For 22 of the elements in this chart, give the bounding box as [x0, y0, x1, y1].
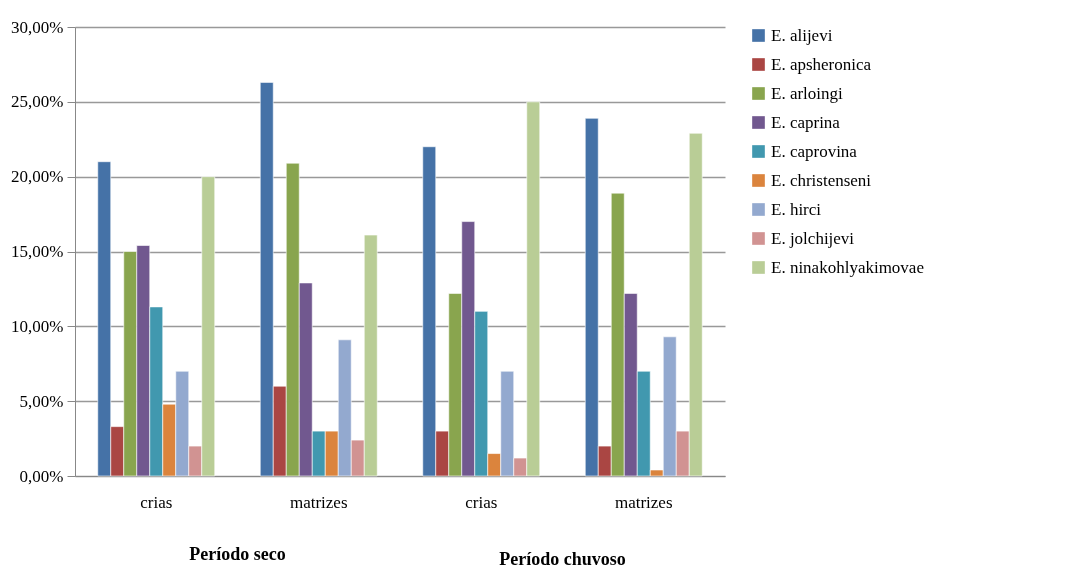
y-tick-label: 30,00%	[11, 17, 64, 37]
text: Período chuvoso	[499, 549, 626, 567]
legend-label: E. caprina	[771, 112, 841, 132]
legend-label: E. caprovina	[771, 141, 858, 161]
y-tick-label: 15,00%	[11, 242, 64, 261]
legend-label: E. jolchijevi	[771, 228, 855, 248]
y-tick-label: 10,00%	[11, 316, 64, 336]
legend-label: E. ninakohlyakimovae	[771, 257, 924, 277]
y-tick-label: 25,00%	[11, 92, 64, 112]
x-tick-label: matrizes	[614, 492, 673, 512]
legend-label: E. apsheronica	[771, 54, 872, 74]
x-tick-label: crias	[140, 492, 173, 512]
legend-label: E. hirci	[771, 199, 822, 219]
legend-label: E. arloingi	[771, 83, 844, 103]
x-tick-label: crias	[465, 492, 498, 512]
y-tick-label: 20,00%	[11, 167, 64, 187]
legend-label: E. alijevi	[771, 25, 833, 45]
text: Período seco	[189, 544, 286, 564]
y-tick-label: 0,00%	[19, 466, 64, 486]
legend-label: E. christenseni	[771, 170, 872, 190]
y-tick-label: 5,00%	[19, 391, 64, 411]
x-tick-label: matrizes	[289, 492, 348, 512]
